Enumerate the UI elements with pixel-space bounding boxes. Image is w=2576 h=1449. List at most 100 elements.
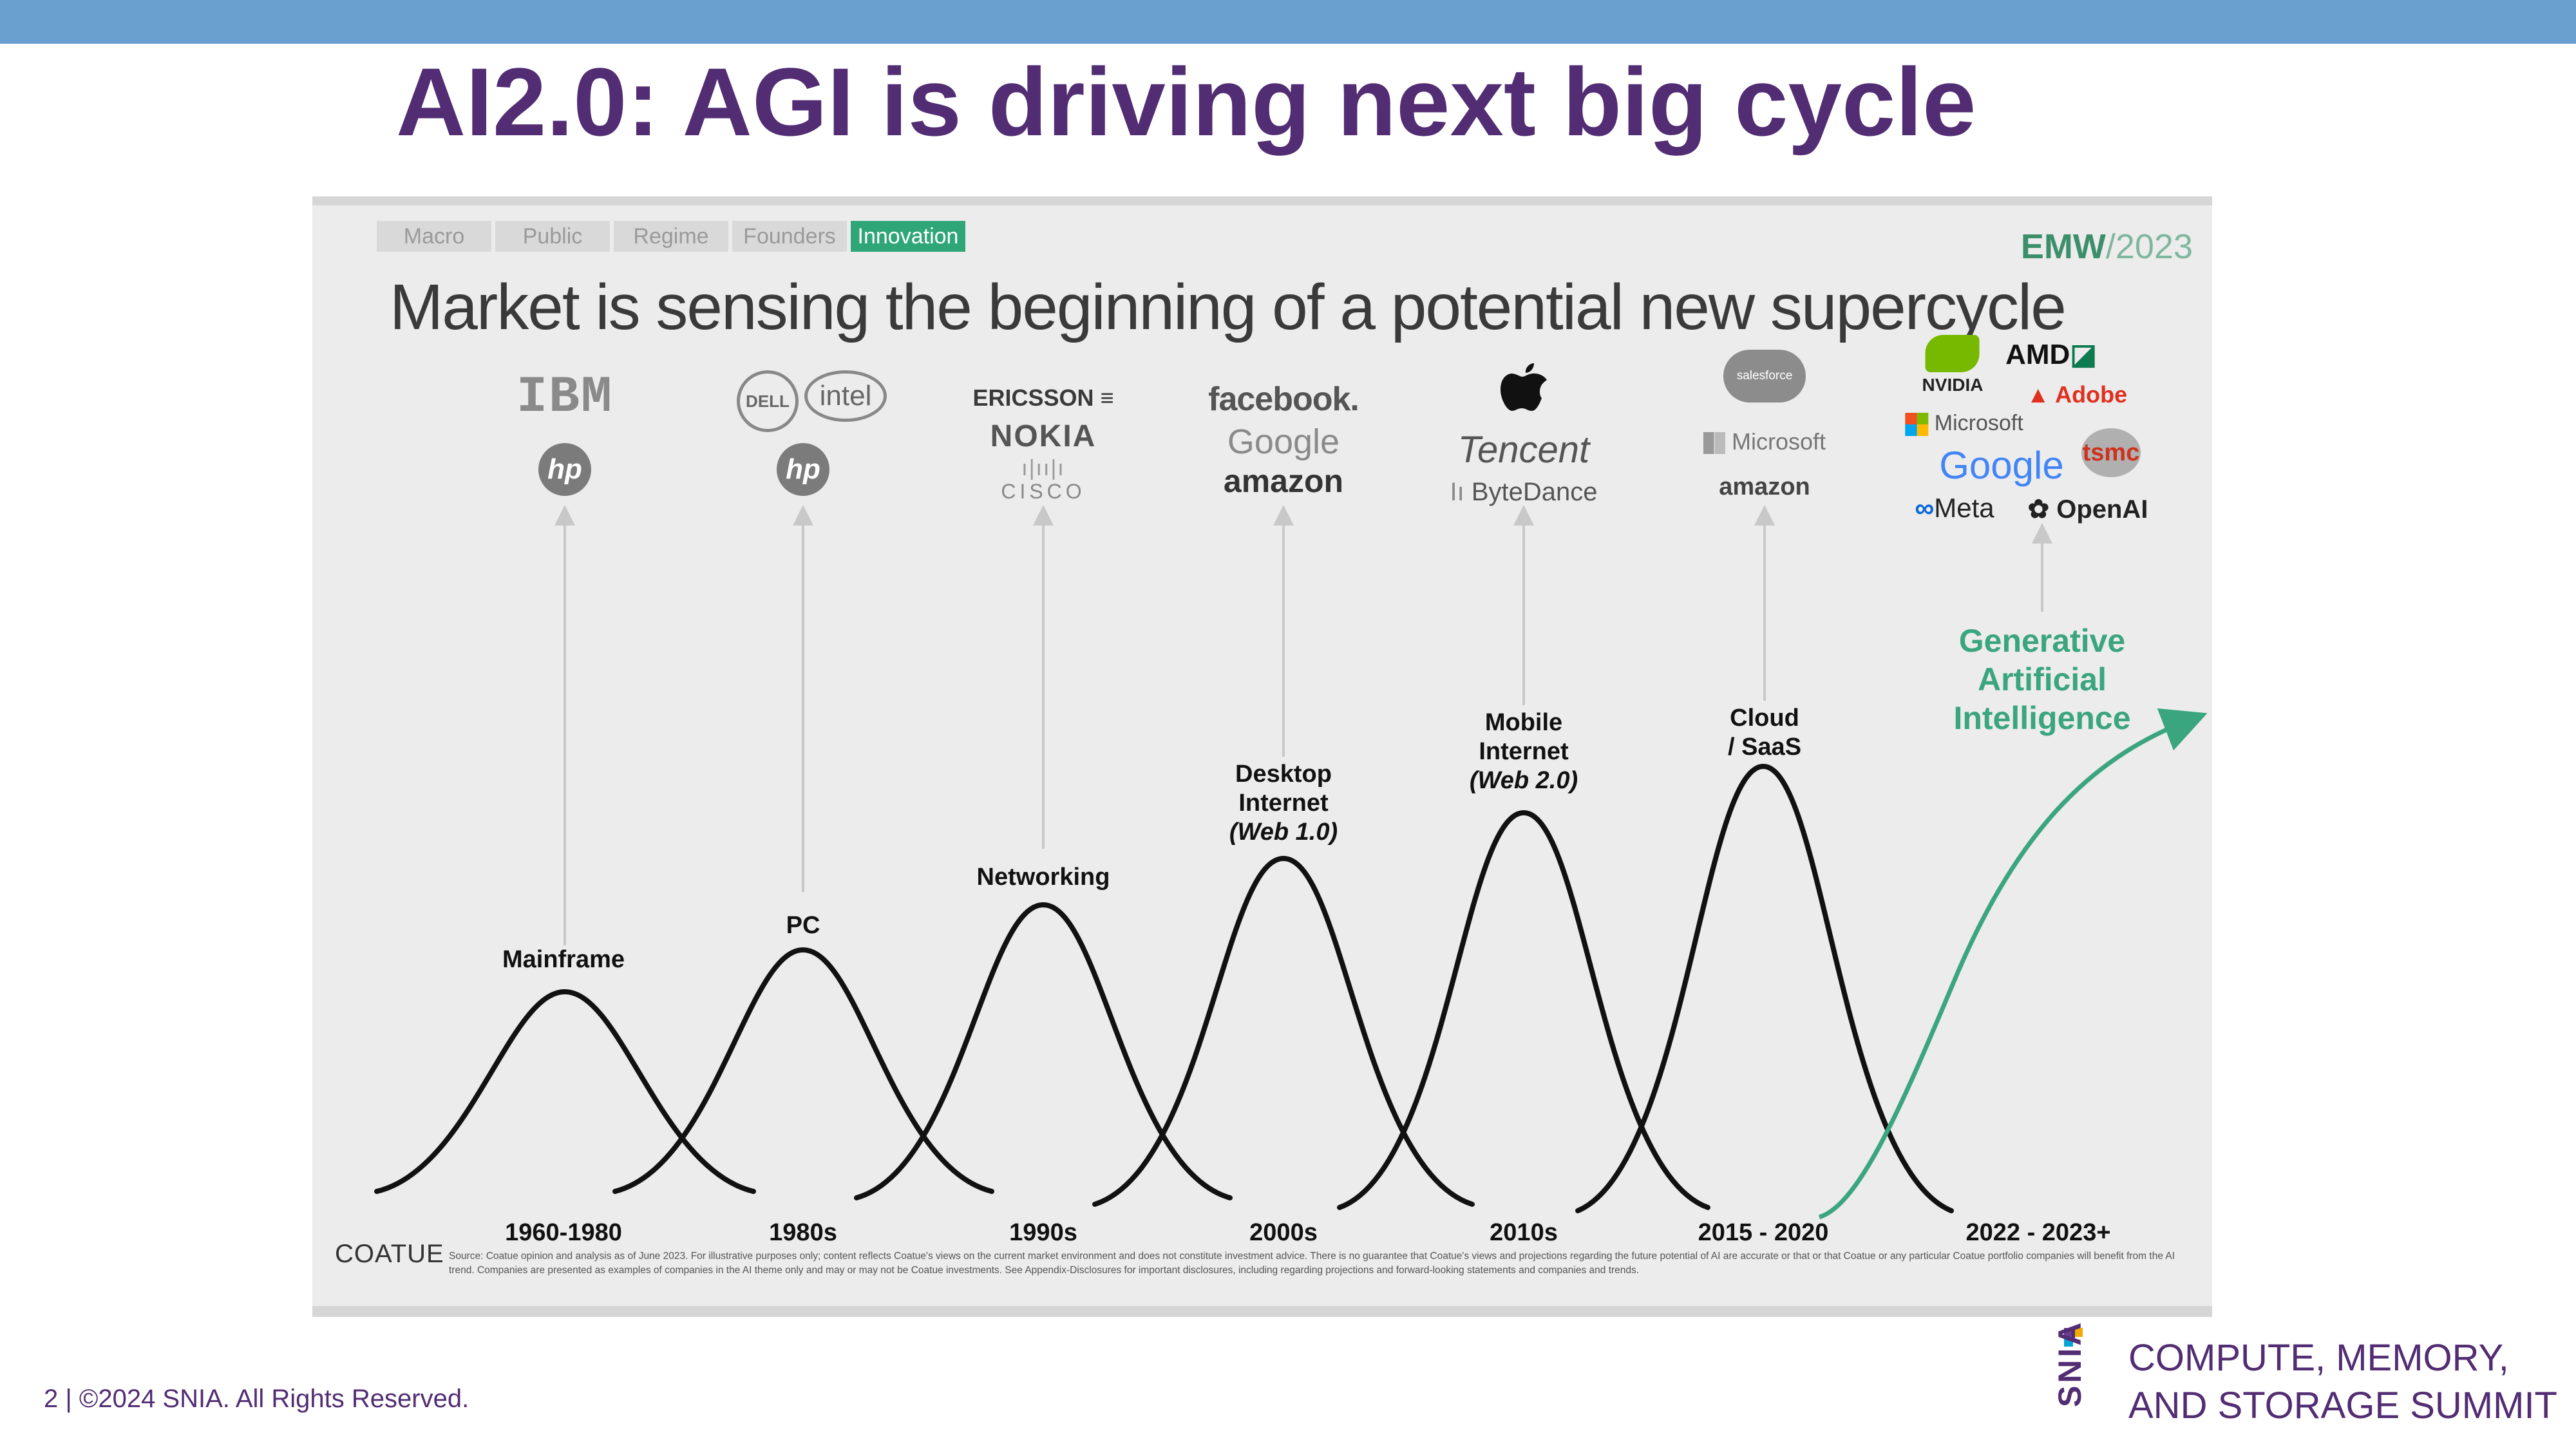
logo-tencent: Tencent xyxy=(1457,429,1590,471)
adobe-text: Adobe xyxy=(2055,381,2128,408)
period-label-pc: 1980s xyxy=(769,1219,837,1246)
era-label-mainframe: Mainframe xyxy=(502,946,625,973)
panel-headline: Market is sensing the beginning of a pot… xyxy=(390,271,2067,343)
slide-title: AI2.0: AGI is driving next big cycle xyxy=(396,48,1976,156)
snia-mark-square-2 xyxy=(2074,1328,2083,1337)
era-label-desktop-internet: Desktop Internet (Web 1.0) xyxy=(1229,760,1338,846)
curve-pc xyxy=(612,947,994,1194)
tab-regime: Regime xyxy=(614,221,728,252)
openai-icon: ✿ xyxy=(2027,495,2050,524)
genai-line2: Artificial xyxy=(1977,661,2107,697)
logo-openai: ✿ OpenAI xyxy=(2028,495,2148,524)
emw-text: EMW xyxy=(2020,227,2106,266)
microsoft-text-2: Microsoft xyxy=(1934,411,2023,435)
mobile-line3: (Web 2.0) xyxy=(1469,766,1578,794)
mobile-line1: Mobile xyxy=(1484,709,1563,736)
emw-brand: EMW/2023 xyxy=(2021,227,2193,267)
emw-year: /2023 xyxy=(2105,227,2193,266)
genai-line1: Generative xyxy=(1958,623,2126,659)
logo-ibm: IBM xyxy=(516,368,614,427)
logo-intel: intel xyxy=(804,370,887,422)
logo-tsmc: tsmc xyxy=(2081,428,2141,477)
footer-copyright: 2 | ©2024 SNIA. All Rights Reserved. xyxy=(44,1385,469,1413)
logo-nokia: NOKIA xyxy=(990,419,1097,453)
logo-microsoft-2015: Microsoft xyxy=(1703,428,1826,455)
tab-macro: Macro xyxy=(377,221,491,252)
category-tabs: Macro Public Regime Founders Innovation xyxy=(377,221,965,252)
logo-microsoft: Microsoft xyxy=(1905,411,2023,437)
logo-salesforce: salesforce xyxy=(1723,350,1806,402)
logo-amazon: amazon xyxy=(1223,463,1344,499)
desktop-line2: Internet xyxy=(1238,789,1329,817)
logo-hp: hp xyxy=(538,443,591,496)
cisco-bars-icon: ı|ıı|ı xyxy=(1021,456,1065,480)
ericsson-text: ERICSSON xyxy=(972,384,1094,411)
period-label-cloud-saas: 2015 - 2020 xyxy=(1698,1219,1829,1246)
microsoft-text: Microsoft xyxy=(1731,428,1826,455)
period-label-mobile-internet: 2010s xyxy=(1490,1219,1558,1246)
tab-founders: Founders xyxy=(732,221,847,252)
snia-logo: SNIA xyxy=(2052,1320,2088,1407)
logo-ericsson: ERICSSON ≡ xyxy=(972,384,1113,412)
genai-line3: Intelligence xyxy=(1953,700,2131,736)
bytedance-text: ByteDance xyxy=(1471,478,1598,506)
logo-bytedance: Iı ByteDance xyxy=(1450,478,1597,507)
amd-text: AMD xyxy=(2005,339,2070,370)
logo-adobe: ▲ Adobe xyxy=(2027,381,2127,408)
panel-top-edge xyxy=(312,196,2212,205)
period-label-mainframe: 1960-1980 xyxy=(505,1219,622,1246)
summit-line2: AND STORAGE SUMMIT xyxy=(2128,1384,2557,1426)
source-disclaimer: Source: Coatue opinion and analysis as o… xyxy=(449,1251,2175,1276)
logo-cisco: CISCO xyxy=(1001,480,1086,503)
top-accent-bar xyxy=(0,0,2576,44)
meta-icon: ∞ xyxy=(1915,493,1935,523)
cloud-line2: / SaaS xyxy=(1727,733,1802,761)
logo-dell: DELL xyxy=(737,370,799,432)
snia-mark-square-3 xyxy=(2064,1338,2073,1347)
logo-amazon-2015: amazon xyxy=(1719,473,1810,500)
adobe-icon: ▲ xyxy=(2026,381,2050,408)
period-label-desktop-internet: 2000s xyxy=(1249,1219,1318,1246)
desktop-line1: Desktop xyxy=(1235,761,1332,788)
logo-hp-2: hp xyxy=(777,443,829,496)
summit-line1: COMPUTE, MEMORY, xyxy=(2128,1337,2509,1379)
curve-cloud xyxy=(1575,763,1954,1213)
logo-amd: AMD◪ xyxy=(2005,338,2097,371)
bytedance-icon: Iı xyxy=(1450,478,1464,506)
microsoft-icon xyxy=(1905,413,1929,437)
coatue-logo: COATUE xyxy=(335,1240,444,1268)
genai-growth-arrow xyxy=(1818,708,2208,1220)
openai-text: OpenAI xyxy=(2056,495,2148,524)
ericsson-icon: ≡ xyxy=(1100,384,1114,411)
infographic-panel xyxy=(312,196,2212,1317)
era-label-mobile-internet: Mobile Internet (Web 2.0) xyxy=(1470,708,1578,795)
tab-innovation: Innovation xyxy=(851,221,965,252)
amd-icon: ◪ xyxy=(2070,339,2097,370)
connector-arrows xyxy=(554,505,2052,945)
logo-facebook: facebook. xyxy=(1208,381,1359,418)
curve-mobile-internet xyxy=(1337,810,1710,1210)
curve-mainframe xyxy=(374,989,756,1194)
era-label-pc: PC xyxy=(786,912,820,939)
period-label-generative-ai: 2022 - 2023+ xyxy=(1965,1219,2111,1246)
panel-bottom-edge xyxy=(312,1306,2212,1317)
curve-networking xyxy=(854,902,1233,1200)
snia-mark-square-1 xyxy=(2064,1328,2073,1337)
era-label-networking: Networking xyxy=(976,864,1110,891)
desktop-line3: (Web 1.0) xyxy=(1229,818,1338,846)
era-label-generative-ai: Generative Artificial Intelligence xyxy=(1953,621,2130,737)
meta-text: Meta xyxy=(1934,493,1994,523)
apple-icon xyxy=(1498,361,1549,422)
era-label-cloud-saas: Cloud / SaaS xyxy=(1728,704,1801,762)
mobile-line2: Internet xyxy=(1479,737,1569,765)
summit-name: COMPUTE, MEMORY, AND STORAGE SUMMIT xyxy=(2128,1334,2557,1429)
cloud-line1: Cloud xyxy=(1730,705,1799,732)
period-label-networking: 1990s xyxy=(1009,1219,1077,1246)
logo-google: Google xyxy=(1227,422,1340,461)
microsoft-grey-icon xyxy=(1703,432,1725,455)
logo-nvidia: NVIDIA xyxy=(1922,335,1984,395)
nvidia-text: NVIDIA xyxy=(1922,375,1984,395)
curve-desktop-internet xyxy=(1092,855,1475,1207)
logo-meta: ∞Meta xyxy=(1915,493,1994,524)
